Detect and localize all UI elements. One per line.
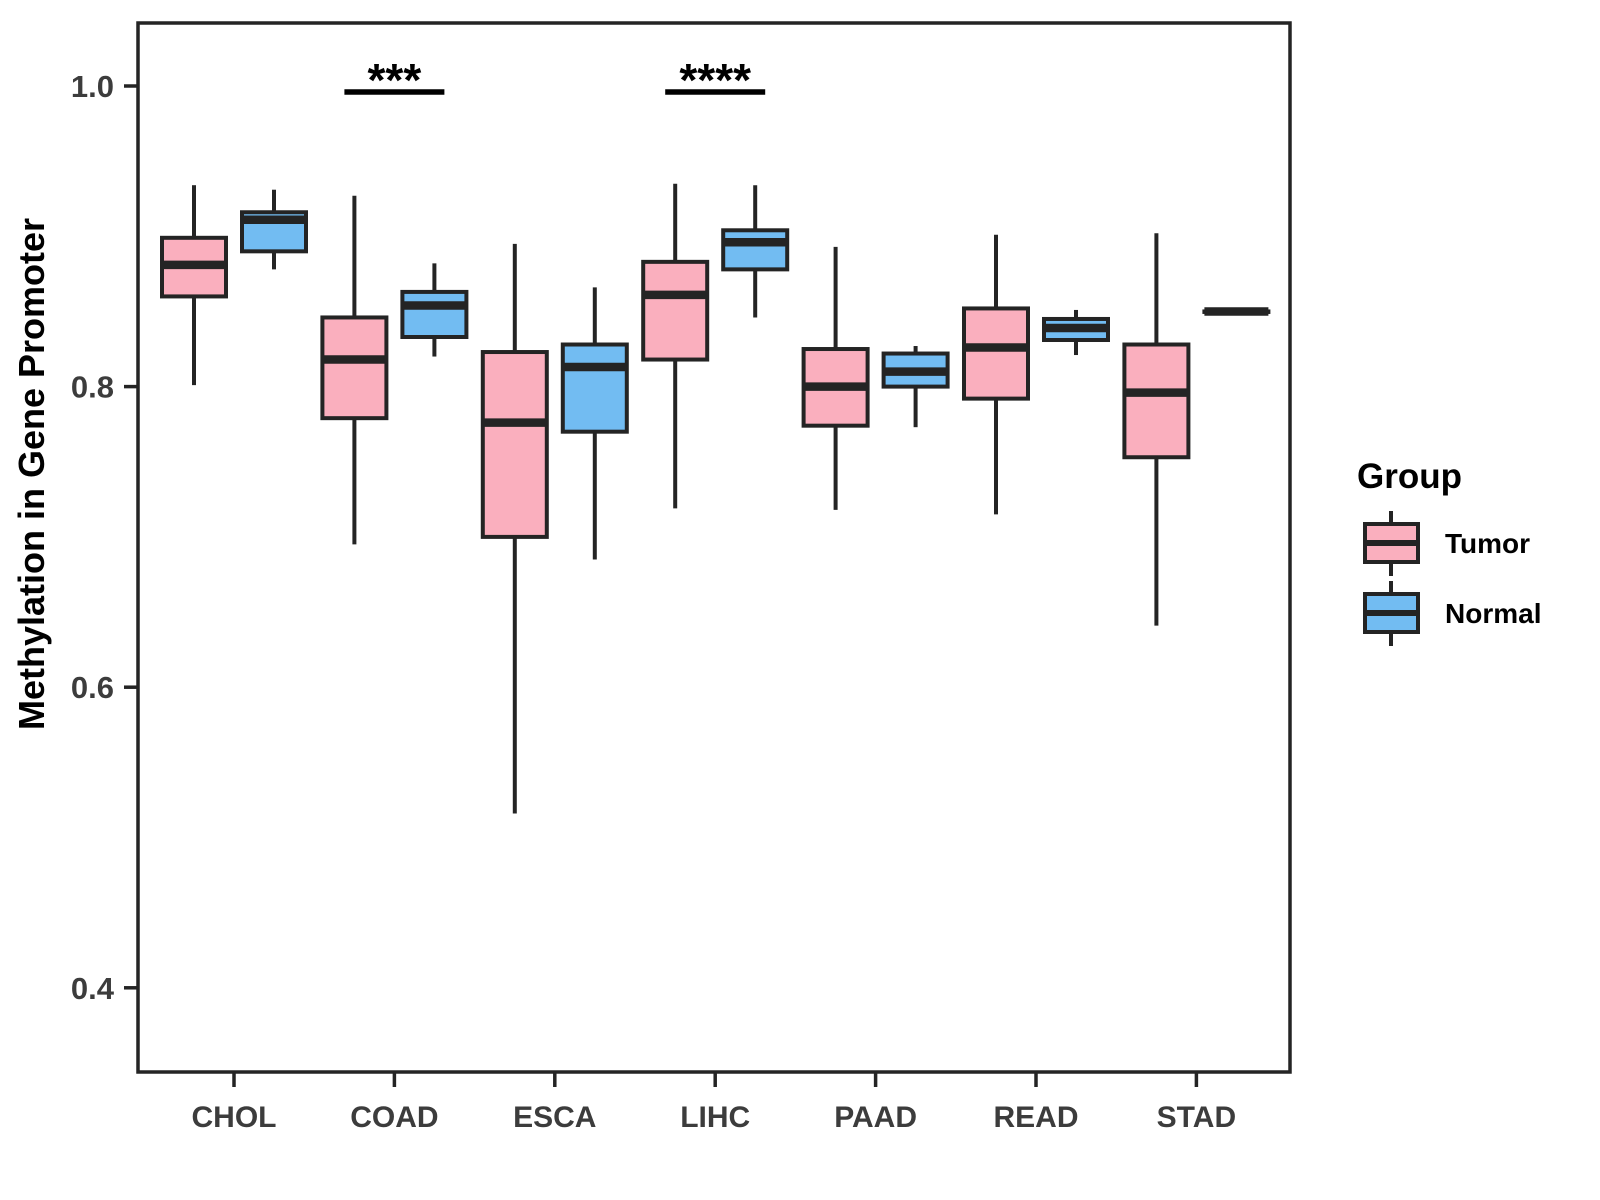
box-normal-lihc-iqr — [721, 228, 790, 272]
box-tumor-esca-iqr — [480, 350, 549, 539]
box-normal-esca-iqr — [560, 342, 629, 434]
legend-title: Group — [1357, 457, 1462, 496]
x-tick-label-esca: ESCA — [513, 1101, 596, 1134]
y-tick-label: 0.6 — [71, 670, 114, 705]
x-tick-label-read: READ — [993, 1101, 1078, 1134]
x-tick-label-paad: PAAD — [834, 1101, 917, 1134]
x-tick-label-coad: COAD — [350, 1101, 438, 1134]
x-tick-label-stad: STAD — [1157, 1101, 1236, 1134]
box-tumor-stad-iqr — [1122, 342, 1191, 460]
plot-panel-border — [136, 21, 1292, 1074]
y-axis-title: Methylation in Gene Promoter — [11, 218, 52, 730]
box-tumor-read-iqr — [962, 306, 1030, 401]
significance-label-lihc: **** — [679, 54, 751, 106]
legend-label-tumor: Tumor — [1445, 528, 1530, 559]
significance-label-coad: *** — [368, 54, 422, 106]
y-tick-label: 1.0 — [71, 69, 114, 104]
box-normal-coad-iqr — [400, 289, 469, 340]
box-tumor-coad-iqr — [320, 315, 389, 421]
x-tick-label-lihc: LIHC — [680, 1101, 750, 1134]
legend-label-normal: Normal — [1445, 598, 1541, 629]
y-tick-label: 0.4 — [71, 971, 115, 1006]
y-tick-label: 0.8 — [71, 370, 114, 405]
box-tumor-lihc-iqr — [641, 259, 710, 362]
x-tick-label-chol: CHOL — [192, 1101, 277, 1134]
